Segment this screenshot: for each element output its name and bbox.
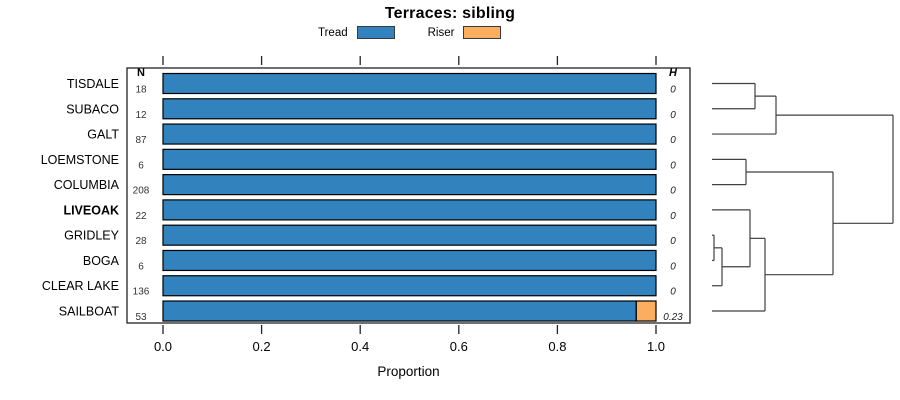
x-axis-tick-label: 0.8	[548, 339, 566, 354]
h-value: 0	[670, 160, 676, 171]
bar-segment	[162, 72, 657, 95]
n-value: 208	[133, 186, 150, 197]
x-axis-tick-label: 0.6	[450, 339, 468, 354]
category-label: CLEAR LAKE	[42, 279, 119, 293]
category-label: TISDALE	[67, 77, 119, 91]
legend-item-riser: Riser	[428, 26, 502, 39]
legend-swatch-tread-icon	[356, 26, 395, 39]
h-column-header: H	[669, 67, 677, 79]
h-value: 0	[670, 236, 676, 247]
h-value: 0	[670, 186, 676, 197]
h-value: 0	[670, 261, 676, 272]
n-value: 6	[138, 160, 144, 171]
x-axis-tick-label: 0.0	[154, 339, 172, 354]
category-label: BOGA	[83, 254, 120, 268]
n-column-header: N	[137, 67, 145, 79]
bar-segment	[162, 249, 657, 272]
h-value: 0.23	[663, 312, 683, 323]
bar-segment	[162, 148, 657, 170]
x-axis-tick-label: 0.4	[351, 339, 369, 354]
category-label: COLUMBIA	[54, 178, 120, 192]
legend-swatch-riser-icon	[463, 26, 502, 39]
n-value: 12	[135, 110, 147, 121]
bar-segment	[162, 123, 657, 145]
bar-segment	[162, 224, 657, 246]
h-value: 0	[670, 85, 676, 96]
n-value: 18	[135, 85, 147, 96]
bar-segment	[162, 300, 637, 322]
x-axis-tick-label: 1.0	[647, 339, 665, 354]
legend-label-riser: Riser	[427, 26, 455, 39]
bar-segment	[162, 199, 657, 221]
n-value: 28	[135, 236, 147, 247]
legend-item-tread: Tread	[318, 26, 395, 39]
h-value: 0	[670, 135, 676, 146]
n-value: 6	[138, 261, 144, 272]
category-label: GALT	[87, 128, 119, 142]
n-value: 53	[135, 312, 147, 323]
bar-segment	[162, 174, 657, 196]
plot-box	[126, 67, 691, 324]
n-value: 87	[135, 135, 147, 146]
bar-segment	[162, 275, 657, 297]
legend-label-tread: Tread	[318, 26, 348, 39]
category-label: SAILBOAT	[59, 305, 120, 319]
legend: Tread Riser	[318, 26, 502, 39]
n-value: 22	[135, 211, 147, 222]
x-axis-label: Proportion	[377, 364, 440, 379]
n-value: 136	[133, 287, 150, 298]
chart-title: Terraces: sibling	[384, 5, 516, 22]
bar-segment	[162, 98, 657, 120]
category-label: LIVEOAK	[63, 203, 119, 217]
category-label: GRIDLEY	[64, 229, 120, 243]
bar-segment	[635, 300, 657, 322]
h-value: 0	[670, 211, 676, 222]
h-value: 0	[670, 110, 676, 121]
x-axis-tick-label: 0.2	[253, 339, 271, 354]
category-label: LOEMSTONE	[41, 153, 119, 167]
h-value: 0	[670, 287, 676, 298]
category-label: SUBACO	[66, 102, 119, 116]
